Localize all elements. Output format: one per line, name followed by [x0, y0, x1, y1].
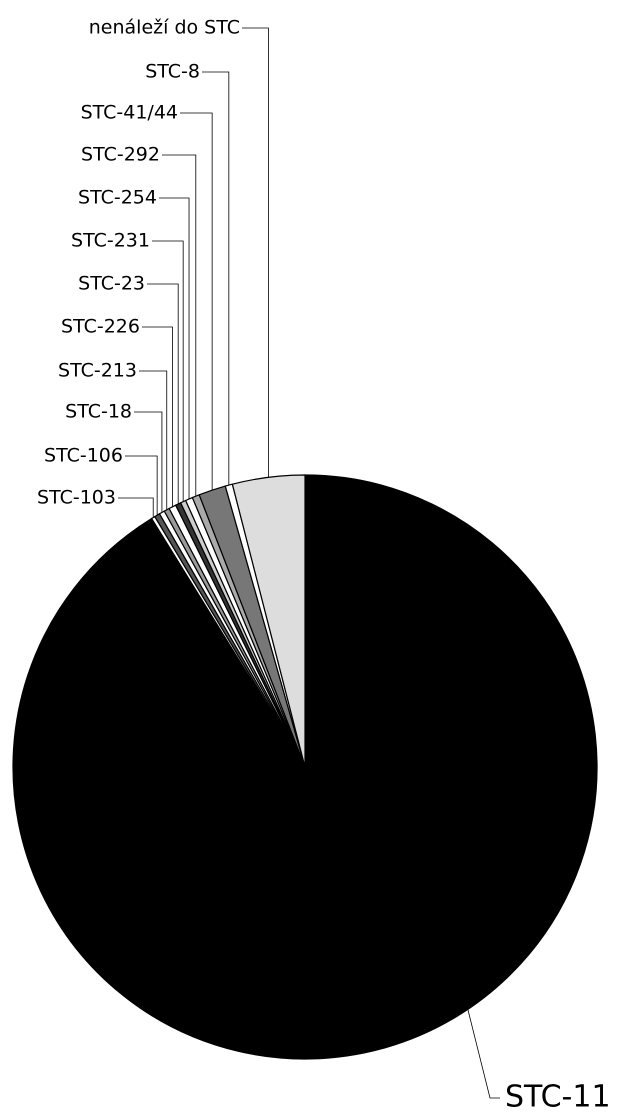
leader-line	[134, 411, 163, 513]
leader-line	[125, 455, 158, 516]
leader-line	[467, 1009, 500, 1099]
slice-label: STC-8	[145, 61, 200, 83]
leader-line	[162, 154, 197, 497]
slice-label: STC-18	[65, 401, 132, 423]
leader-line	[139, 370, 168, 510]
slice-label: STC-292	[81, 144, 160, 166]
slice-label: STC-11	[505, 1080, 611, 1115]
slice-label: STC-23	[78, 273, 145, 295]
leader-line	[147, 283, 179, 504]
slice-label: STC-41/44	[81, 102, 178, 124]
leader-line	[202, 71, 230, 486]
leader-line	[152, 240, 184, 502]
leader-line	[142, 326, 173, 507]
slice-label: STC-106	[44, 445, 123, 467]
leader-line	[159, 197, 190, 500]
leader-line	[242, 27, 269, 478]
leader-line	[118, 497, 154, 518]
pie-slice	[231, 474, 306, 768]
slice-label: nenáleží do STC	[89, 17, 240, 39]
slice-label: STC-103	[37, 487, 116, 509]
slice-label: STC-213	[58, 360, 137, 382]
slice-label: STC-254	[78, 187, 157, 209]
slice-label: STC-231	[71, 230, 150, 252]
leader-line	[180, 112, 213, 491]
slice-label: STC-226	[61, 316, 140, 338]
